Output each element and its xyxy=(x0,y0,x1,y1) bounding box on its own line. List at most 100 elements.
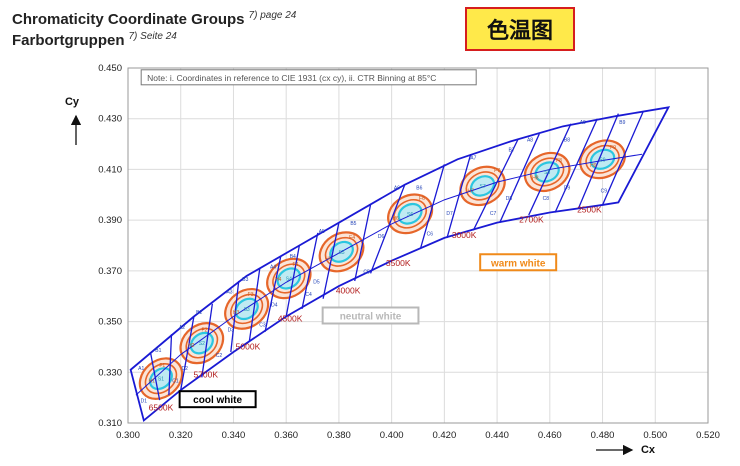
bin-divider xyxy=(301,232,319,310)
bin-label: C2 xyxy=(216,353,223,359)
bin-label: B3 xyxy=(242,277,248,283)
x-tick-label: 0.300 xyxy=(116,430,140,441)
bin-divider xyxy=(230,280,240,353)
bin-divider xyxy=(248,268,261,342)
x-tick-label: 0.380 xyxy=(327,430,351,441)
region-label: cool white xyxy=(193,395,242,406)
bin-label: A1 xyxy=(138,366,144,372)
mid-ellipse xyxy=(465,171,500,201)
bin-divider xyxy=(499,133,540,223)
region-box xyxy=(321,306,420,325)
chart-title-de: Farbortgruppen 7) Seite 24 xyxy=(12,31,177,49)
chart-title-en: Chromaticity Coordinate Groups 7) page 24 xyxy=(12,10,297,28)
bin-label: B2 xyxy=(196,310,202,316)
ring-label: F7 xyxy=(494,168,500,174)
bin-label: D2 xyxy=(181,366,188,372)
inner-ellipse xyxy=(534,161,560,183)
cct-label: 4000K xyxy=(336,286,361,296)
y-tick-label: 0.430 xyxy=(98,114,122,125)
center-label: S5 xyxy=(338,250,344,256)
cct-ellipse-group xyxy=(459,165,506,207)
grid-lines xyxy=(127,67,709,424)
bin-label: A8 xyxy=(527,138,533,144)
bin-label: D9 xyxy=(564,186,571,192)
x-tick-label: 0.500 xyxy=(643,430,667,441)
x-tick-label: 0.520 xyxy=(696,430,720,441)
bin-divider xyxy=(168,334,173,396)
center-label: S4 xyxy=(286,276,292,282)
bin-divider xyxy=(369,184,406,274)
bin-label: C5 xyxy=(363,269,370,275)
bin-divider xyxy=(354,204,372,282)
bin-label: C9 xyxy=(601,188,608,194)
note-box xyxy=(140,69,477,86)
cct-label: 5700K xyxy=(193,369,218,379)
x-tick-label: 0.420 xyxy=(432,430,456,441)
note-text: Note: i. Coordinates in reference to CIE… xyxy=(147,73,436,83)
x-tick-label: 0.340 xyxy=(222,430,246,441)
bin-label: C3 xyxy=(259,323,266,329)
bin-label: D3 xyxy=(228,328,235,334)
title-reference-en: 7) page 24 xyxy=(248,10,297,21)
ring-label: H2 xyxy=(188,343,195,349)
region-box xyxy=(178,390,257,409)
y-tick-label: 0.410 xyxy=(98,164,122,175)
y-tick-label: 0.310 xyxy=(98,418,122,429)
bin-label: A4 xyxy=(270,264,276,270)
ring-label: H7 xyxy=(468,188,475,194)
bin-outline xyxy=(129,106,671,423)
x-tick-label: 0.320 xyxy=(169,430,193,441)
bin-label: C1 xyxy=(172,378,179,384)
bin-label: B6 xyxy=(416,186,422,192)
center-label: S3 xyxy=(244,307,250,313)
center-label: S6 xyxy=(407,212,413,218)
bin-divider xyxy=(420,164,445,249)
annotations: 6500K 5700K 5000K 4500K 4000K 3500K 3000K 2700K… xyxy=(140,69,602,412)
ring-label: F4 xyxy=(349,235,355,241)
bin-label: A5 xyxy=(319,229,325,235)
axis-ticks: 0.300 0.320 0.340 0.360 0.380 0.400 0.420 0.440… xyxy=(65,63,720,456)
center-label: S7 xyxy=(480,184,486,190)
title-reference-de: 7) Seite 24 xyxy=(128,31,177,42)
region-box xyxy=(479,253,558,272)
bin-label: B7 xyxy=(509,148,515,154)
bin-divider xyxy=(472,138,519,231)
bin-label: D7 xyxy=(446,211,453,217)
bin-divider xyxy=(578,113,619,208)
cct-label: 2500K xyxy=(577,205,602,215)
bin-label: C4 xyxy=(305,292,312,298)
bin-label: D6 xyxy=(378,234,385,240)
y-tick-label: 0.450 xyxy=(98,63,122,74)
ring-label: F8 xyxy=(556,158,562,164)
cct-ellipse-group xyxy=(579,139,626,180)
cct-label: 3500K xyxy=(386,258,411,268)
center-label: S2 xyxy=(199,341,205,347)
ring-label: H9 xyxy=(590,163,597,169)
ring-label: F4 xyxy=(292,262,298,268)
bin-label: C8 xyxy=(543,196,550,202)
y-tick-label: 0.390 xyxy=(98,215,122,226)
ring-label: F9 xyxy=(610,145,616,151)
bin-label: A6 xyxy=(394,186,400,192)
ring-label: F3 xyxy=(248,292,254,298)
y-tick-label: 0.370 xyxy=(98,266,122,277)
center-label: S8 xyxy=(544,170,550,176)
x-tick-label: 0.440 xyxy=(485,430,509,441)
bin-label: D4 xyxy=(271,302,278,308)
mid-ellipse xyxy=(530,157,565,187)
y-tick-label: 0.350 xyxy=(98,317,122,328)
plot-area: A1 B1 D1 C1 A2 B2 D2 C2 A3 B3 D3 C3 A4 B4 D4 C4 A5 B5 D5 C5… xyxy=(129,106,671,423)
bin-label: B5 xyxy=(350,221,356,227)
bin-midline xyxy=(135,153,643,396)
y-tick-label: 0.330 xyxy=(98,367,122,378)
x-axis-label: Cx xyxy=(641,444,656,456)
ring-label: H5 xyxy=(325,257,332,263)
ring-label: H4 xyxy=(275,277,282,283)
bin-label: A3 xyxy=(226,290,232,296)
center-label: S1 xyxy=(158,377,164,383)
x-tick-label: 0.400 xyxy=(380,430,404,441)
ring-label: F2 xyxy=(202,328,208,334)
bin-divider xyxy=(601,110,645,206)
bin-label: D5 xyxy=(313,280,320,286)
